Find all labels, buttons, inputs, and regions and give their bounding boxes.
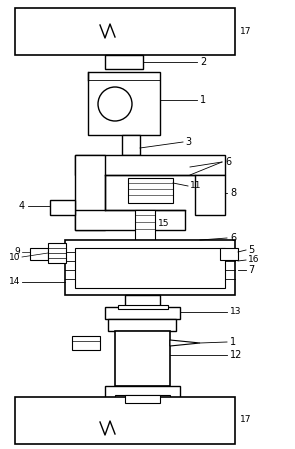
Bar bbox=[30, 248, 48, 260]
Bar bbox=[75, 210, 185, 230]
Bar bbox=[75, 248, 225, 288]
Text: 11: 11 bbox=[190, 181, 201, 190]
Bar bbox=[75, 155, 225, 175]
Bar bbox=[195, 175, 225, 215]
Bar bbox=[105, 386, 180, 398]
Bar bbox=[48, 243, 66, 263]
Circle shape bbox=[98, 87, 132, 121]
Bar bbox=[105, 307, 180, 319]
Text: 15: 15 bbox=[158, 219, 170, 228]
Bar bbox=[220, 248, 238, 260]
Text: 7: 7 bbox=[248, 265, 254, 275]
Bar bbox=[105, 55, 143, 69]
Text: 6: 6 bbox=[230, 233, 236, 243]
Text: 10: 10 bbox=[9, 252, 20, 261]
Text: 14: 14 bbox=[9, 277, 20, 286]
Text: 17: 17 bbox=[240, 26, 252, 35]
Bar bbox=[128, 178, 173, 203]
Bar bbox=[15, 397, 235, 444]
Bar bbox=[125, 395, 160, 403]
Text: 1: 1 bbox=[200, 95, 206, 105]
Text: 17: 17 bbox=[240, 415, 252, 424]
Text: 2: 2 bbox=[200, 57, 206, 67]
Bar bbox=[50, 200, 75, 215]
Text: 9: 9 bbox=[14, 247, 20, 256]
Bar bbox=[65, 240, 235, 295]
Bar bbox=[115, 331, 170, 386]
Bar bbox=[75, 155, 105, 230]
Bar bbox=[122, 135, 140, 155]
Bar bbox=[115, 395, 170, 403]
Text: 6: 6 bbox=[225, 157, 231, 167]
Bar bbox=[135, 210, 155, 240]
Text: 1: 1 bbox=[230, 337, 236, 347]
Bar bbox=[88, 72, 160, 135]
Text: 16: 16 bbox=[248, 255, 260, 264]
Text: 4: 4 bbox=[19, 201, 25, 211]
Bar bbox=[108, 319, 176, 331]
Polygon shape bbox=[170, 340, 200, 346]
Text: 12: 12 bbox=[230, 350, 242, 360]
Bar bbox=[125, 295, 160, 307]
Text: 5: 5 bbox=[248, 245, 254, 255]
Bar bbox=[15, 8, 235, 55]
Text: 13: 13 bbox=[230, 308, 242, 317]
Text: 3: 3 bbox=[185, 137, 191, 147]
Bar bbox=[72, 336, 100, 350]
Bar bbox=[118, 305, 168, 309]
Text: 8: 8 bbox=[230, 188, 236, 198]
